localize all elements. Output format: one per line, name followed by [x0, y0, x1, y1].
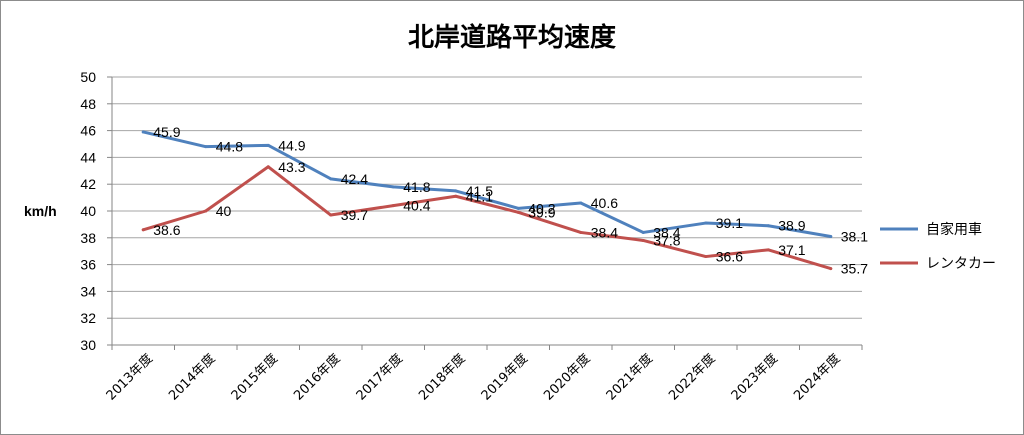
data-label: 35.7 — [841, 261, 868, 277]
data-label: 41.5 — [466, 183, 493, 199]
data-point — [329, 177, 333, 181]
data-point — [516, 206, 520, 210]
x-tick-label: 2017年度 — [353, 351, 406, 404]
data-label: 37.1 — [778, 242, 805, 258]
y-tick-label: 30 — [80, 337, 96, 353]
data-label: 42.4 — [341, 171, 368, 187]
data-label: 38.9 — [778, 218, 805, 234]
data-point — [204, 145, 208, 149]
data-point — [704, 255, 708, 259]
x-tick-label: 2013年度 — [103, 351, 156, 404]
x-tick-label: 2022年度 — [665, 351, 718, 404]
data-point — [641, 230, 645, 234]
data-point — [829, 234, 833, 238]
data-label: 39.1 — [716, 215, 743, 231]
data-point — [766, 248, 770, 252]
data-label: 38.4 — [591, 224, 618, 240]
data-label: 44.8 — [216, 139, 243, 155]
y-tick-labels: 30 32 34 36 38 40 42 44 46 48 50 — [80, 69, 96, 353]
x-tick-label: 2021年度 — [603, 351, 656, 404]
data-label: 37.8 — [653, 232, 680, 248]
y-tick-label: 36 — [80, 257, 96, 273]
y-tick-label: 50 — [80, 69, 96, 85]
y-tick-label: 42 — [80, 176, 96, 192]
legend-label: 自家用車 — [926, 221, 982, 238]
data-point — [204, 209, 208, 213]
gridlines — [107, 76, 862, 346]
data-label: 41.1 — [466, 188, 493, 204]
data-point — [516, 210, 520, 214]
data-point — [266, 165, 270, 169]
data-label: 39.9 — [528, 204, 555, 220]
x-tick-label: 2020年度 — [540, 351, 593, 404]
x-tick-label: 2014年度 — [165, 351, 218, 404]
data-label: 38.1 — [841, 228, 868, 244]
data-label: 38.6 — [153, 222, 180, 238]
series-line-2 — [141, 165, 833, 271]
data-point — [579, 201, 583, 205]
data-label: 40.4 — [403, 198, 430, 214]
y-tick-label: 32 — [80, 310, 96, 326]
x-tick-label: 2016年度 — [290, 351, 343, 404]
axes — [111, 77, 863, 350]
x-tick-label: 2019年度 — [478, 351, 531, 404]
data-label: 36.6 — [716, 249, 743, 265]
x-tick-label: 2015年度 — [228, 351, 281, 404]
x-tick-label: 2018年度 — [415, 351, 468, 404]
y-tick-label: 44 — [80, 149, 96, 165]
data-label: 44.9 — [278, 137, 305, 153]
data-point — [641, 238, 645, 242]
series-line-1 — [141, 130, 833, 238]
chart-title: 北岸道路平均速度 — [408, 22, 616, 53]
data-point — [329, 213, 333, 217]
y-tick-label: 38 — [80, 230, 96, 246]
data-point — [704, 221, 708, 225]
y-tick-label: 40 — [80, 203, 96, 219]
data-label: 43.3 — [278, 159, 305, 175]
data-point — [141, 228, 145, 232]
data-point — [266, 143, 270, 147]
data-labels: 45.9 44.8 44.9 42.4 41.8 41.5 40.2 40.6 38.4 39.1… — [153, 124, 868, 277]
x-tick-label: 2024年度 — [790, 351, 843, 404]
data-label: 41.8 — [403, 179, 430, 195]
y-tick-label: 46 — [80, 123, 96, 139]
legend-label: レンタカー — [926, 256, 996, 272]
data-label: 38.4 — [653, 224, 680, 240]
data-point — [141, 130, 145, 134]
data-label: 40.2 — [528, 200, 555, 216]
data-point — [766, 224, 770, 228]
y-tick-label: 48 — [80, 96, 96, 112]
data-point — [391, 185, 395, 189]
data-label: 39.7 — [341, 207, 368, 223]
x-tick-label: 2023年度 — [728, 351, 781, 404]
data-point — [579, 230, 583, 234]
y-axis-label: km/h — [24, 203, 57, 219]
data-point — [391, 204, 395, 208]
series-layer — [141, 130, 833, 271]
data-label: 40.6 — [591, 195, 618, 211]
data-label: 45.9 — [153, 124, 180, 140]
data-point — [454, 189, 458, 193]
y-tick-label: 34 — [80, 283, 96, 299]
x-tick-labels: 2013年度 2014年度 2015年度 2016年度 2017年度 2018年度 2019… — [103, 351, 844, 404]
data-point — [454, 194, 458, 198]
data-label: 40 — [216, 203, 232, 219]
data-point — [829, 267, 833, 271]
